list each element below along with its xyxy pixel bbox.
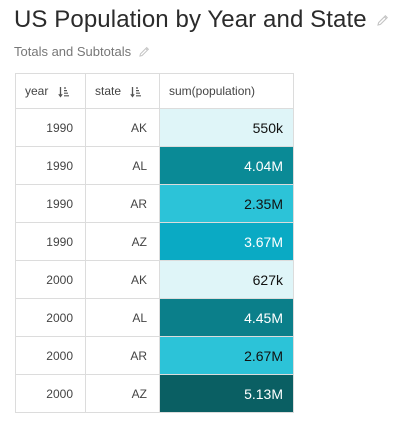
table-row: 2000 AZ 5.13M [15,374,294,413]
header-row: year state sum(population) [15,73,294,109]
year-header-label: year [25,84,49,98]
year-cell: 2000 [15,336,86,375]
population-cell: 2.35M [159,184,294,223]
population-cell: 4.45M [159,298,294,337]
table-row: 1990 AK 550k [15,108,294,147]
sort-ascending-icon[interactable] [58,86,70,98]
state-cell: AK [85,108,160,147]
title-row: US Population by Year and State [14,6,389,34]
population-cell: 2.67M [159,336,294,375]
table-row: 2000 AR 2.67M [15,336,294,375]
pivot-table: year state sum(population) 1990 AK 550k [15,73,294,413]
year-cell: 2000 [15,298,86,337]
state-column-header[interactable]: state [85,73,160,109]
state-cell: AL [85,298,160,337]
state-cell: AZ [85,374,160,413]
population-cell: 4.04M [159,146,294,185]
year-cell: 1990 [15,184,86,223]
state-cell: AR [85,184,160,223]
population-cell: 3.67M [159,222,294,261]
state-cell: AR [85,336,160,375]
population-cell: 550k [159,108,294,147]
state-cell: AZ [85,222,160,261]
year-cell: 1990 [15,108,86,147]
year-cell: 1990 [15,146,86,185]
population-column-header[interactable]: sum(population) [159,73,294,109]
subtitle-row: Totals and Subtotals [14,44,150,59]
year-cell: 2000 [15,374,86,413]
table-row: 2000 AL 4.45M [15,298,294,337]
population-header-label: sum(population) [169,84,256,98]
pencil-icon[interactable] [139,46,150,57]
page-title: US Population by Year and State [14,6,367,33]
table-row: 1990 AR 2.35M [15,184,294,223]
table-row: 2000 AK 627k [15,260,294,299]
table-row: 1990 AL 4.04M [15,146,294,185]
sort-ascending-icon[interactable] [130,86,142,98]
pencil-icon[interactable] [376,14,389,26]
population-cell: 5.13M [159,374,294,413]
population-cell: 627k [159,260,294,299]
year-column-header[interactable]: year [15,73,86,109]
pivot-body: 1990 AK 550k 1990 AL 4.04M 1990 AR 2.35M 1990 AZ 3.… [15,108,294,413]
table-row: 1990 AZ 3.67M [15,222,294,261]
state-cell: AL [85,146,160,185]
state-header-label: state [95,84,122,98]
state-cell: AK [85,260,160,299]
year-cell: 2000 [15,260,86,299]
year-cell: 1990 [15,222,86,261]
subtitle: Totals and Subtotals [14,44,132,59]
